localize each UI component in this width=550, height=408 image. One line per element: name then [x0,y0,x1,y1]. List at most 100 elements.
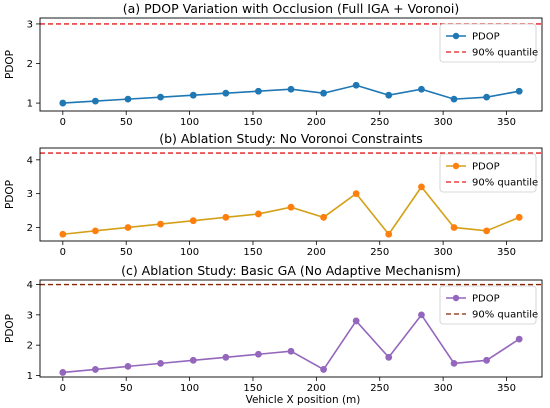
panel-b-xtick-label: 50 [120,247,133,258]
panel-c-xtick-label: 50 [120,383,133,394]
panel-c-data-point [189,356,197,364]
panel-a-xtick-label: 300 [434,117,453,128]
panel-a-xtick-label: 50 [120,117,133,128]
panel-a-xtick-label: 250 [370,117,389,128]
panel-a-axes-frame [39,17,543,112]
panel-c-ytick-label: 3 [27,310,33,321]
panel-c-data-point [450,359,458,367]
panel-b-data-point [157,220,164,228]
figure-xlabel: Vehicle X position (m) [246,394,361,406]
panel-b-data-point [385,230,393,238]
panel-b-data-point [189,217,197,225]
panel-a-legend-quantile-label: 90% quantile [472,48,538,59]
panel-b-axes-frame [39,147,543,242]
panel-c-data-point [222,353,230,361]
panel-c-xtick-label: 0 [60,383,66,394]
panel-a-data-point [91,97,99,105]
panel-a-data-point [189,91,197,99]
panel-c-legend-pdop-label: PDOP [472,294,500,305]
panel-b-ylabel: PDOP [4,180,16,209]
panel-a-data-point [222,89,230,97]
panel-c-data-point [255,350,262,358]
panel-b-ytick-label: 4 [27,155,33,166]
panel-a-data-point [483,93,491,101]
panel-a-ytick-label: 3 [27,19,33,30]
panel-c-legend-pdop-marker [452,294,460,302]
panel-a-xtick-label: 150 [243,117,262,128]
panel-a-ytick-label: 1 [27,99,33,110]
panel-a-xtick-label: 0 [60,117,66,128]
panel-c-ytick-label: 4 [27,280,33,291]
panel-a-data-point [418,85,425,93]
panel-a-legend-pdop-label: PDOP [472,32,500,43]
panel-a-data-point [59,99,67,107]
panel-b-xtick-label: 150 [243,247,262,258]
panel-c-legend-quantile-label: 90% quantile [472,310,538,321]
panel-b-data-point [352,190,360,198]
panel-c-xtick-label: 250 [370,383,389,394]
panel-c-ytick-label: 1 [27,371,33,382]
panel-b-ytick-label: 2 [27,223,33,234]
panel-a-legend-pdop-marker [452,32,460,40]
panel-a-xtick-label: 200 [307,117,326,128]
panel-c-xtick-label: 100 [180,383,199,394]
panel-c-axes-frame [39,279,543,378]
panel-a-data-point [515,87,523,95]
panel-b-xtick-label: 0 [60,247,66,258]
panel-b-legend-pdop-label: PDOP [472,162,500,173]
panel-c-ytick-label: 2 [27,341,33,352]
panel-a-xtick-label: 350 [497,117,516,128]
panel-c-xtick-label: 300 [434,383,453,394]
panel-c-data-point [352,317,360,325]
panel-b-data-point [418,183,425,191]
panel-c-data-point [515,335,523,343]
panel-a-data-point [450,95,458,103]
panel-b-data-point [91,227,99,235]
panel-b-data-point [124,224,132,231]
panel-b-data-point [320,213,327,221]
panel-c-data-point [483,356,491,364]
panel-b-ytick-label: 3 [27,189,33,200]
panel-b-data-point [515,213,523,221]
panel-c-data-point [320,366,327,373]
panel-c-data-point [157,359,164,367]
panel-b-xtick-label: 300 [434,247,453,258]
panel-c-data-point [287,347,295,355]
panel-a-data-point [385,91,393,99]
panel-b-xtick-label: 100 [180,247,199,258]
panel-c-ylabel: PDOP [4,314,16,343]
panel-b-xtick-label: 200 [307,247,326,258]
panel-b-legend: PDOP 90% quantile [439,153,538,193]
panel-b-data-point [59,230,67,238]
panel-a-data-point [255,87,262,95]
panel-b-xtick-label: 250 [370,247,389,258]
panel-c-data-point [91,366,99,373]
panel-b-data-point [483,227,491,235]
panel-c-title: (c) Ablation Study: Basic GA (No Adaptiv… [121,263,461,278]
panel-b: (b) Ablation Study: No Voronoi Constrain… [4,131,543,258]
panel-a-data-point [287,85,295,93]
panel-b-data-point [222,213,230,221]
panel-b-title: (b) Ablation Study: No Voronoi Constrain… [159,131,423,146]
panel-a-data-point [124,95,132,103]
panel-b-data-point [450,224,458,231]
panel-c-data-point [59,369,67,376]
panel-b-data-point [287,203,295,211]
panel-c-xtick-label: 350 [497,383,516,394]
panel-a-ylabel: PDOP [4,50,16,79]
panel-a-data-point [157,93,164,101]
panel-b-xtick-label: 350 [497,247,516,258]
panel-c-data-point [124,362,132,370]
panel-b-data-point [255,210,262,218]
panel-b-legend-pdop-marker [452,162,460,170]
panel-a: (a) PDOP Variation with Occlusion (Full … [4,1,543,128]
panel-c-xtick-label: 150 [243,383,262,394]
panel-a-xtick-label: 100 [180,117,199,128]
panel-c-legend: PDOP 90% quantile [439,285,538,325]
panel-c-xtick-label: 200 [307,383,326,394]
panel-a-data-point [352,81,360,89]
panel-c-data-point [418,311,425,319]
panel-a-legend: PDOP 90% quantile [439,23,538,63]
panel-a-title: (a) PDOP Variation with Occlusion (Full … [123,1,460,16]
